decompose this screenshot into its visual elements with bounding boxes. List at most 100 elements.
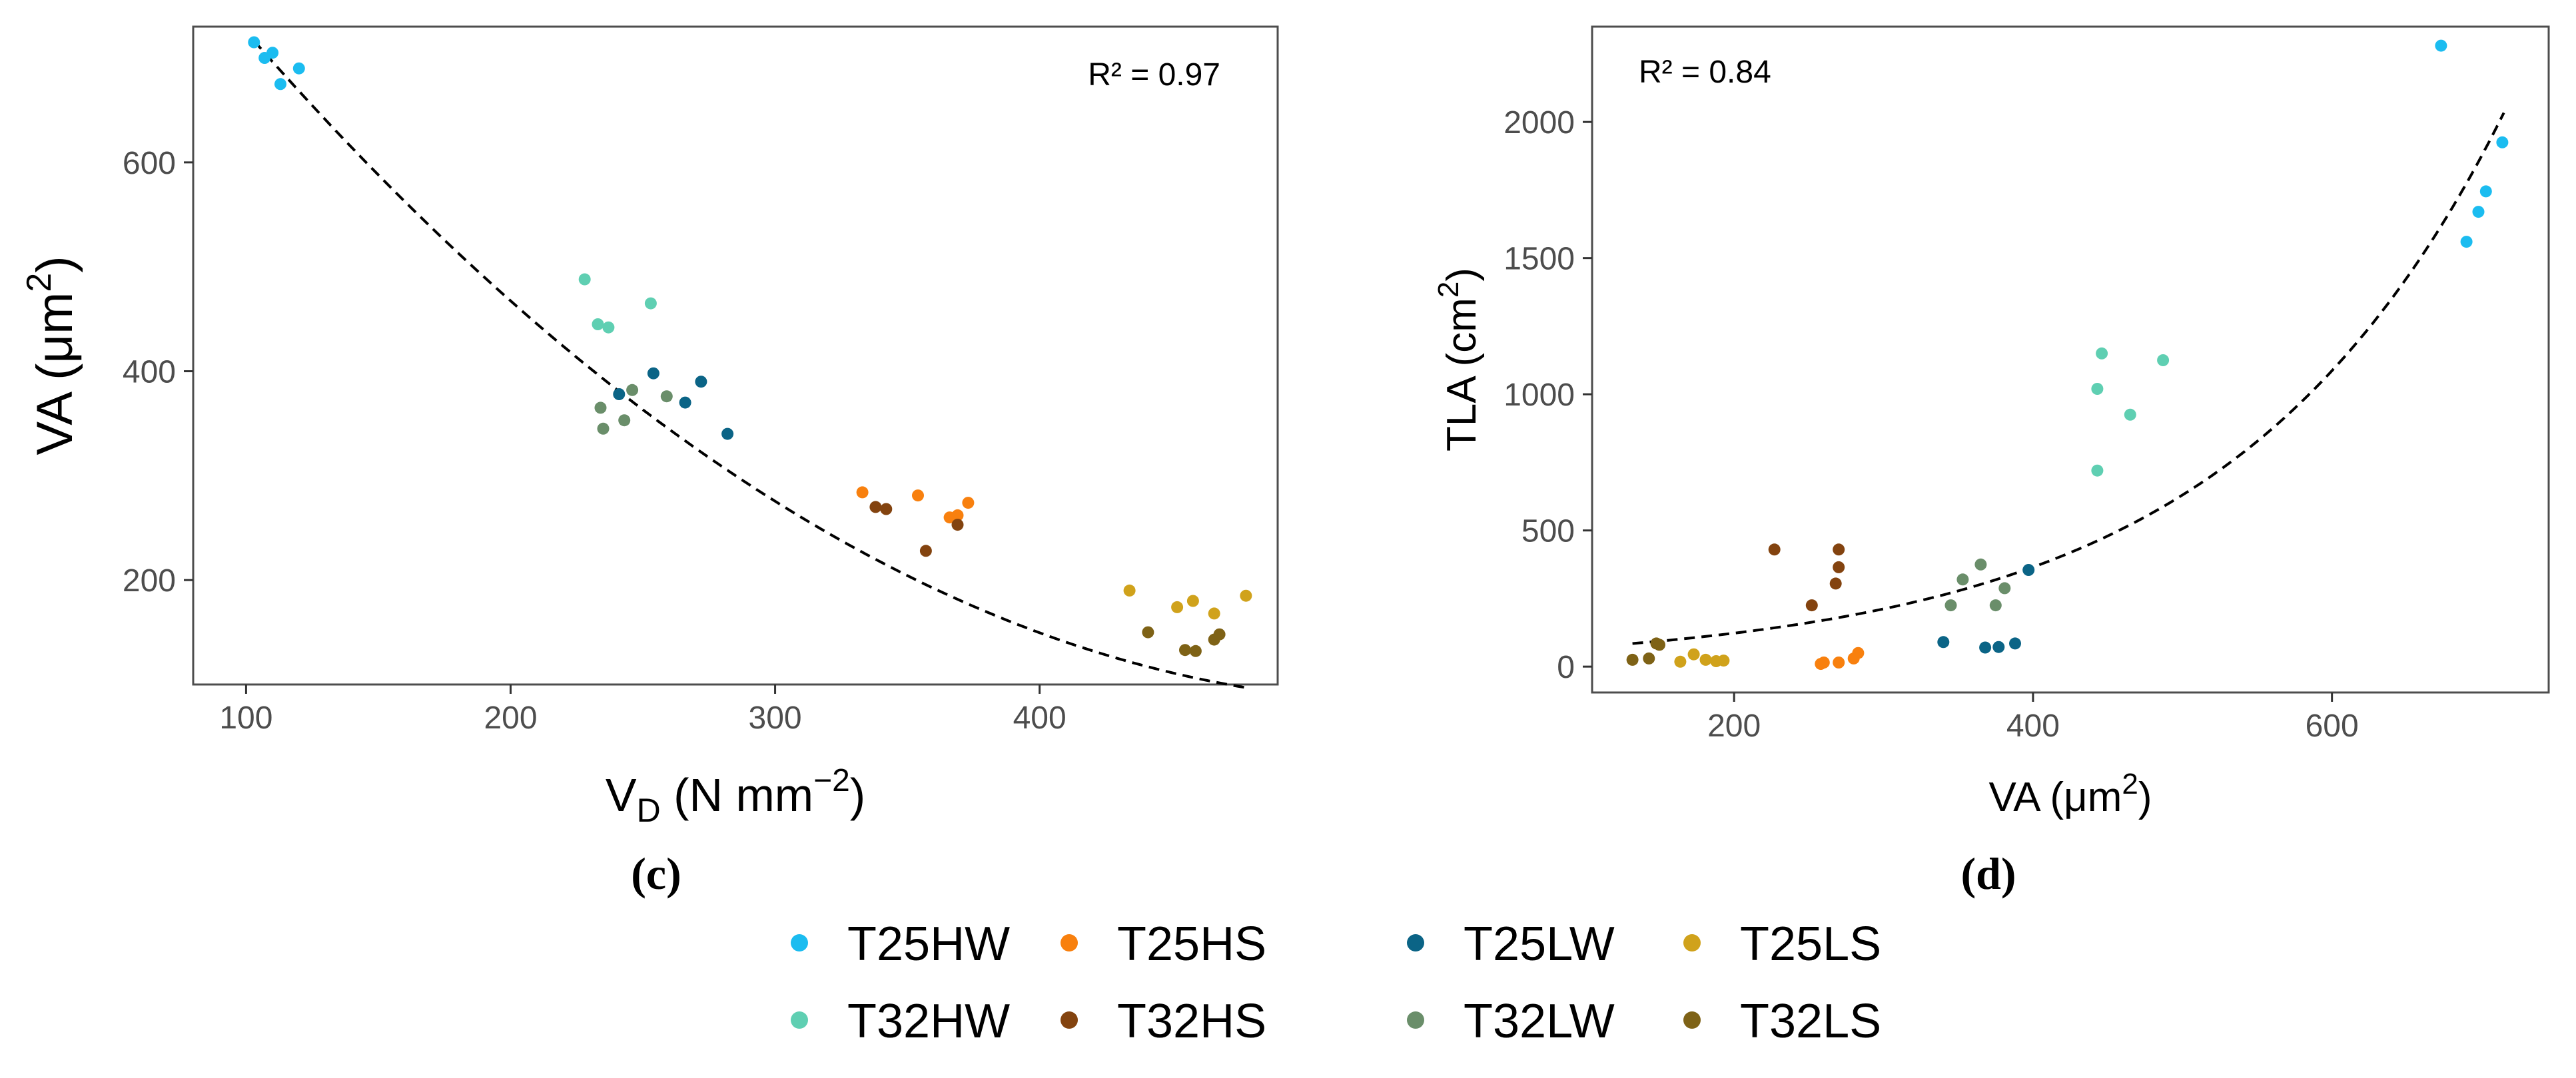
panel-c-point-t25ls xyxy=(1123,584,1136,597)
panel-d-point-t25hs xyxy=(1817,657,1830,669)
panel-d-point-t32lw xyxy=(1944,599,1957,612)
legend-marker-t32ls xyxy=(1683,1011,1701,1029)
panel-d-point-t32hw xyxy=(2124,408,2136,421)
panel-c-point-t25ls xyxy=(1171,601,1184,613)
legend-marker-t32hs xyxy=(1061,1011,1078,1029)
panel-d-point-t25lw xyxy=(1937,636,1950,649)
legend-label-t25lw: T25LW xyxy=(1464,918,1615,971)
panel-c-point-t25ls xyxy=(1240,589,1252,602)
panel-c-point-t25hs xyxy=(951,509,964,521)
legend-label-t32lw: T32LW xyxy=(1464,995,1615,1048)
panel-c: 100 200 300 400 200 400 600 R² = 0.97 VD (N mm… xyxy=(20,25,1279,899)
panel-c-point-t25lw xyxy=(647,367,659,380)
panel-d-point-t25hs xyxy=(1833,657,1845,669)
panel-c-point-t25hw xyxy=(274,78,286,91)
panel-c-x-tick-label: 200 xyxy=(484,700,537,736)
panel-d-point-t25hs xyxy=(1852,647,1865,659)
panel-c-point-t32lw xyxy=(597,422,610,435)
panel-d-y-axis-title: TLA (cm2) xyxy=(1432,268,1485,451)
panel-d-point-t32hw xyxy=(2096,347,2108,360)
panel-c-point-t32hw xyxy=(602,321,615,334)
panel-d-point-t32hs xyxy=(1833,561,1845,573)
panel-c-label: (c) xyxy=(631,848,681,899)
panel-d-y-tick-label: 500 xyxy=(1521,514,1575,549)
panel-c-y-tick-label: 600 xyxy=(123,146,176,181)
panel-c-point-t32lw xyxy=(660,390,673,403)
panel-d-point-t25ls xyxy=(1717,655,1730,667)
panel-d-y-tick-label: 1500 xyxy=(1503,242,1575,277)
panel-c-r2-annotation: R² = 0.97 xyxy=(1088,57,1220,93)
panel-c-x-axis-title: VD (N mm−2) xyxy=(606,763,865,829)
panel-d-ticks: 200 400 600 0 500 1000 1500 2000 xyxy=(1503,105,2358,744)
panel-c-point-t25hs xyxy=(912,489,924,502)
panel-d-point-t32lw xyxy=(1989,599,2002,612)
panel-c-point-t32ls xyxy=(1179,644,1191,657)
panel-d-point-t32hw xyxy=(2091,464,2104,477)
panel-d-point-t25hw xyxy=(2472,206,2485,218)
panel-c-point-t32ls xyxy=(1189,645,1202,657)
panel-d-point-t25hw xyxy=(2435,39,2447,52)
legend-label-t32hw: T32HW xyxy=(847,995,1010,1048)
panel-c-point-t25ls xyxy=(1186,595,1199,607)
panel-d-x-tick-label: 200 xyxy=(1707,708,1761,744)
panel-d-point-t25hw xyxy=(2479,185,2492,198)
panel-d-point-t25hw xyxy=(2460,236,2473,248)
panel-c-point-t32hs xyxy=(880,503,893,515)
panel-c-point-t25lw xyxy=(695,376,707,388)
panel-c-point-t32hw xyxy=(592,318,604,330)
legend-marker-t25hs xyxy=(1061,934,1078,951)
panel-d-label: (d) xyxy=(1960,848,2016,899)
panel-c-y-tick-label: 200 xyxy=(123,563,176,599)
panel-d-y-tick-label: 1000 xyxy=(1503,378,1575,413)
panel-d-point-t25ls xyxy=(1687,648,1700,661)
panel-d-point-t32hs xyxy=(1805,599,1818,612)
panel-c-y-axis-title: VA (μm2) xyxy=(20,256,83,455)
legend-marker-t32lw xyxy=(1407,1011,1424,1029)
panel-d-point-t32lw xyxy=(1998,582,2011,595)
legend-label-t32hs: T32HS xyxy=(1117,995,1266,1048)
panel-c-point-t25ls xyxy=(1208,607,1220,620)
panel-c-x-tick-label: 400 xyxy=(1013,700,1067,736)
panel-d-y-tick-label: 0 xyxy=(1557,650,1575,685)
panel-c-ticks: 100 200 300 400 200 400 600 xyxy=(123,146,1067,736)
legend-label-t25ls: T25LS xyxy=(1740,918,1881,971)
legend: T25HW T25HS T25LW T25LS T32HW T32HS T32LW T32LS xyxy=(791,918,1881,1048)
panel-d-point-t32ls xyxy=(1626,653,1639,666)
panel-c-points xyxy=(248,36,1252,657)
panel-c-point-t25hs xyxy=(962,497,975,509)
panel-c-point-t25lw xyxy=(721,427,734,440)
panel-c-x-tick-label: 100 xyxy=(219,700,272,736)
panel-d-point-t25lw xyxy=(1979,641,1992,654)
panel-c-point-t32ls xyxy=(1142,626,1154,639)
panel-c-point-t25hs xyxy=(856,486,869,499)
legend-marker-t25hw xyxy=(791,934,808,951)
panel-d-point-t32lw xyxy=(1956,573,1969,586)
panel-d-x-axis-title: VA (μm2) xyxy=(1988,768,2152,820)
panel-c-point-t25lw xyxy=(613,388,626,400)
panel-c-point-t32hw xyxy=(578,273,591,286)
panel-c-x-tick-label: 300 xyxy=(749,700,802,736)
panel-d-point-t25ls xyxy=(1674,655,1687,668)
panel-c-point-t32hw xyxy=(644,297,657,310)
legend-marker-t25ls xyxy=(1683,934,1701,951)
panel-d-plot-area xyxy=(1591,25,2550,694)
panel-d-point-t32ls xyxy=(1643,652,1655,665)
panel-c-point-t32hs xyxy=(869,501,882,513)
panel-c-point-t32hs xyxy=(951,519,964,531)
panel-c-point-t32hs xyxy=(919,545,932,557)
panel-d: 200 400 600 0 500 1000 1500 2000 R² = 0.84 VA (… xyxy=(1432,25,2550,899)
panel-d-point-t32ls xyxy=(1653,639,1665,651)
panel-d-point-t32hw xyxy=(2157,354,2170,366)
panel-d-point-t32hs xyxy=(1833,543,1845,556)
panel-d-point-t25lw xyxy=(2009,637,2021,650)
legend-marker-t25lw xyxy=(1407,934,1424,951)
panel-d-point-t25hw xyxy=(2496,136,2509,148)
legend-label-t32ls: T32LS xyxy=(1740,995,1881,1048)
legend-marker-t32hw xyxy=(791,1011,808,1029)
panel-c-point-t25hw xyxy=(266,47,279,59)
panel-d-point-t32hs xyxy=(1768,543,1781,556)
panel-d-x-tick-label: 600 xyxy=(2306,708,2359,744)
panel-d-point-t32hs xyxy=(1829,577,1842,590)
legend-label-t25hw: T25HW xyxy=(847,918,1010,971)
